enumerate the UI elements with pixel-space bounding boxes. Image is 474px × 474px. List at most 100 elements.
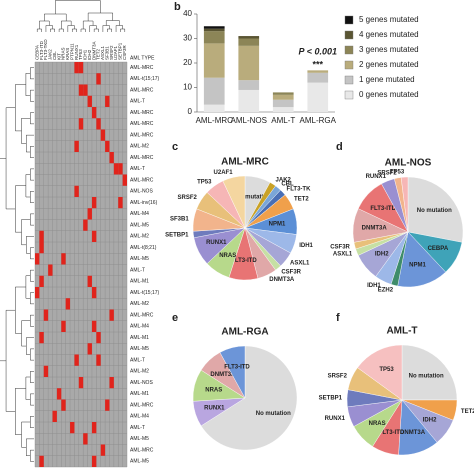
mutated-cell (74, 62, 79, 74)
dendrogram (82, 20, 94, 29)
dendrogram (30, 371, 34, 383)
mutated-cell (87, 343, 92, 355)
slice-label: NPM1 (409, 262, 426, 268)
slice-label: CEBPA (428, 246, 449, 252)
dendrogram (21, 219, 31, 246)
mutated-cell (78, 62, 84, 74)
mutated-cell (118, 197, 123, 209)
row-label: AML-T (130, 425, 145, 431)
bar-segment (203, 26, 225, 29)
row-label: AML-t(8;21) (130, 245, 157, 251)
dendrogram (15, 185, 26, 233)
pie-slice (407, 176, 464, 243)
column-label: CEBPA (34, 45, 39, 60)
dendrogram (5, 107, 16, 210)
legend-swatch (344, 60, 354, 70)
mutated-cell (35, 253, 40, 265)
pie-title: AML-NOS (385, 158, 432, 169)
dendrogram (30, 213, 34, 226)
mutated-cell (91, 320, 97, 332)
column-label: CBL (52, 51, 57, 60)
dendrogram (55, 0, 101, 14)
legend-swatch (344, 30, 354, 40)
column-label: FLT3-ITD (39, 40, 44, 60)
slice-label: SF3B1 (170, 217, 189, 223)
mutated-cell (105, 399, 110, 411)
slice-label: DNMT3A (400, 430, 426, 436)
slice-label: IDH1 (299, 243, 313, 249)
row-label: AML-M1 (130, 335, 149, 341)
column-label: TP53 (78, 49, 83, 60)
mutated-cell (113, 163, 119, 175)
dendrogram (30, 146, 34, 158)
pie-slice (401, 344, 458, 401)
mutated-cell (91, 422, 97, 434)
legend-label: 4 genes mutated (359, 30, 419, 39)
bar-segment (272, 92, 294, 95)
legend-swatch (344, 45, 354, 55)
row-label: AML-M1 (130, 391, 149, 397)
mutated-cell (52, 410, 57, 422)
row-label: AML-NOS (130, 380, 153, 386)
row-label: AML-NOS (130, 189, 153, 195)
column-label: SETBP1 (118, 42, 123, 60)
dendrogram (15, 388, 26, 435)
slice-label: SRSF2 (178, 195, 198, 201)
slice-label: FLT3-ITD (224, 364, 250, 370)
row-label: AML-MRC (130, 177, 154, 183)
slice-label: No mutation (236, 194, 271, 200)
mutated-cell (56, 388, 62, 400)
dendrogram (0, 158, 7, 362)
slice-label: RUNX1 (204, 406, 225, 412)
slice-label: DNMT3A (210, 372, 236, 378)
slice-label: FLT3-ITD (370, 206, 396, 212)
row-label: AML-M5 (130, 222, 149, 228)
bar-segment (307, 70, 329, 73)
bar-segment (203, 31, 225, 44)
dendrogram (30, 89, 34, 102)
row-label: AML-M5 (130, 346, 149, 352)
legend-swatch (344, 90, 354, 100)
mutated-cell (39, 275, 44, 287)
dendrogram (58, 28, 64, 32)
dendrogram (107, 28, 112, 32)
column-label: ASXL1 (100, 45, 105, 60)
dendrogram (80, 28, 86, 32)
bar-segment (238, 45, 260, 81)
slice-label: CSF3R (330, 244, 350, 250)
row-label: AML-T (130, 357, 145, 363)
legend-swatch (344, 75, 354, 85)
bar-segment (238, 38, 260, 46)
mutated-cell (100, 129, 106, 141)
dendrogram (30, 168, 34, 181)
pie-slice (219, 345, 246, 399)
slice-label: No mutation (409, 373, 444, 379)
dendrogram (30, 269, 34, 282)
mutated-cell (78, 118, 84, 130)
dendrogram (25, 174, 31, 198)
column-label: U2AF1 (113, 45, 118, 60)
slice-label: NPM1 (269, 222, 286, 228)
row-label: AML-T (130, 267, 145, 273)
bar-segment (307, 72, 329, 83)
row-label: AML-M5 (130, 459, 149, 465)
row-label: AML-t(15;17) (130, 290, 160, 296)
row-label: AML-M5 (130, 436, 149, 442)
legend-label: 5 genes mutated (359, 15, 419, 24)
row-label: AML-M2 (130, 234, 149, 240)
bar-segment (203, 104, 225, 112)
y-tick-label: 20 (183, 58, 192, 67)
mutated-cell (39, 455, 44, 467)
mutated-cell (43, 309, 49, 321)
x-tick-label: AML-MRC (196, 116, 234, 125)
row-label: AML-MRC (130, 155, 154, 161)
mutated-cell (105, 95, 110, 107)
slice-label: U2AF1 (214, 170, 234, 176)
slice-label: NRAS (369, 421, 386, 427)
dendrogram (21, 421, 31, 448)
mutated-cell (109, 152, 114, 164)
dendrogram (21, 118, 31, 144)
slice-label: CSF3R (281, 269, 301, 275)
row-label: AML-MRC (130, 402, 154, 408)
slice-label: FLT3-TK (287, 187, 312, 193)
